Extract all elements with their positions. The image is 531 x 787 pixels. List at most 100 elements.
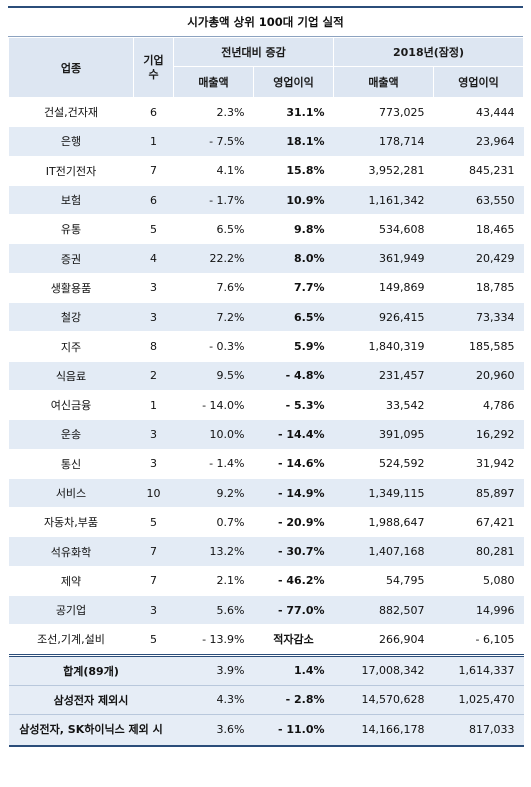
cell-count: 7 bbox=[133, 155, 174, 186]
cell-op: 185,585 bbox=[433, 331, 524, 362]
cell-count: 5 bbox=[133, 624, 174, 656]
cell-count: 5 bbox=[133, 507, 174, 538]
cell-sales: 391,095 bbox=[333, 419, 434, 450]
cell-yoy-op: - 20.9% bbox=[253, 507, 334, 538]
table-row: 지주 8- 0.3% 5.9% 1,840,319 185,585 bbox=[8, 331, 524, 362]
cell-count: 3 bbox=[133, 272, 174, 304]
totals-yoy-op: - 11.0% bbox=[253, 713, 334, 747]
cell-yoy-sales: 9.2% bbox=[173, 477, 254, 509]
cell-yoy-sales: - 1.4% bbox=[173, 448, 254, 479]
cell-yoy-sales: 6.5% bbox=[173, 214, 254, 245]
cell-yoy-sales: - 0.3% bbox=[173, 331, 254, 362]
cell-sector: 통신 bbox=[8, 448, 134, 479]
cell-yoy-sales: 7.2% bbox=[173, 302, 254, 333]
header-count: 기업 수 bbox=[133, 37, 174, 98]
cell-sales: 361,949 bbox=[333, 243, 434, 274]
totals-yoy-sales: 3.9% bbox=[173, 653, 254, 686]
totals-label: 합계(89개) bbox=[8, 653, 174, 686]
cell-yoy-op: 31.1% bbox=[253, 96, 334, 128]
cell-yoy-sales: 13.2% bbox=[173, 536, 254, 567]
cell-sales: 54,795 bbox=[333, 565, 434, 597]
cell-sector: 증권 bbox=[8, 243, 134, 274]
cell-count: 3 bbox=[133, 595, 174, 626]
cell-yoy-op: - 5.3% bbox=[253, 389, 334, 421]
table-row: 운송 3 10.0% - 14.4% 391,095 16,292 bbox=[8, 419, 524, 450]
cell-sales: 1,349,115 bbox=[333, 477, 434, 509]
cell-sector: 건설,건자재 bbox=[8, 96, 134, 128]
cell-sector: 석유화학 bbox=[8, 536, 134, 567]
cell-sales: 534,608 bbox=[333, 214, 434, 245]
cell-op: 67,421 bbox=[433, 507, 524, 538]
cell-yoy-op: 7.7% bbox=[253, 272, 334, 304]
cell-op: 18,465 bbox=[433, 214, 524, 245]
cell-yoy-sales: 7.6% bbox=[173, 272, 254, 304]
cell-sales: 33,542 bbox=[333, 389, 434, 421]
cell-yoy-op: 적자감소 bbox=[253, 624, 334, 656]
header-yoy-op: 영업이익 bbox=[253, 66, 334, 98]
cell-sales: 773,025 bbox=[333, 96, 434, 128]
cell-yoy-sales: 10.0% bbox=[173, 419, 254, 450]
cell-count: 8 bbox=[133, 331, 174, 362]
cell-sector: 생활용품 bbox=[8, 272, 134, 304]
cell-count: 7 bbox=[133, 536, 174, 567]
cell-sector: 은행 bbox=[8, 126, 134, 157]
cell-sector: IT전기전자 bbox=[8, 155, 134, 186]
cell-op: 63,550 bbox=[433, 184, 524, 216]
cell-yoy-op: 6.5% bbox=[253, 302, 334, 333]
table-row: 식음료 2 9.5% - 4.8% 231,457 20,960 bbox=[8, 360, 524, 391]
cell-sector: 서비스 bbox=[8, 477, 134, 509]
table-row: 조선,기계,설비 5- 13.9% 적자감소 266,904- 6,105 bbox=[8, 624, 524, 656]
cell-sector: 철강 bbox=[8, 302, 134, 333]
table-row: 건설,건자재 6 2.3% 31.1% 773,025 43,444 bbox=[8, 96, 524, 128]
totals-op: 1,025,470 bbox=[433, 684, 524, 715]
header-sector: 업종 bbox=[8, 37, 134, 98]
cell-yoy-op: 15.8% bbox=[253, 155, 334, 186]
cell-count: 3 bbox=[133, 448, 174, 479]
totals-sales: 14,166,178 bbox=[333, 713, 434, 747]
cell-yoy-op: - 14.6% bbox=[253, 448, 334, 479]
cell-count: 1 bbox=[133, 389, 174, 421]
cell-yoy-op: - 46.2% bbox=[253, 565, 334, 597]
totals-row: 삼성전자 제외시 4.3% - 2.8% 14,570,628 1,025,470 bbox=[8, 684, 524, 715]
cell-yoy-op: - 4.8% bbox=[253, 360, 334, 391]
cell-sector: 제약 bbox=[8, 565, 134, 597]
cell-yoy-sales: 2.1% bbox=[173, 565, 254, 597]
cell-yoy-sales: 2.3% bbox=[173, 96, 254, 128]
cell-sales: 1,988,647 bbox=[333, 507, 434, 538]
cell-op: 23,964 bbox=[433, 126, 524, 157]
cell-sales: 882,507 bbox=[333, 595, 434, 626]
cell-sector: 공기업 bbox=[8, 595, 134, 626]
cell-op: 85,897 bbox=[433, 477, 524, 509]
cell-yoy-op: 18.1% bbox=[253, 126, 334, 157]
cell-yoy-op: 10.9% bbox=[253, 184, 334, 216]
totals-row: 삼성전자, SK하이닉스 제외 시 3.6% - 11.0% 14,166,178 81… bbox=[8, 713, 524, 747]
totals-yoy-sales: 3.6% bbox=[173, 713, 254, 747]
earnings-table-container: 시가총액 상위 100대 기업 실적 업종 기업 수 전년대비 증감 2018년… bbox=[8, 6, 524, 747]
totals-sales: 14,570,628 bbox=[333, 684, 434, 715]
cell-yoy-op: - 14.9% bbox=[253, 477, 334, 509]
cell-count: 2 bbox=[133, 360, 174, 391]
cell-op: 20,960 bbox=[433, 360, 524, 391]
cell-count: 7 bbox=[133, 565, 174, 597]
cell-yoy-op: 5.9% bbox=[253, 331, 334, 362]
cell-sector: 자동차,부품 bbox=[8, 507, 134, 538]
cell-op: 20,429 bbox=[433, 243, 524, 274]
cell-op: 31,942 bbox=[433, 448, 524, 479]
cell-op: 18,785 bbox=[433, 272, 524, 304]
cell-yoy-sales: - 13.9% bbox=[173, 624, 254, 656]
totals-op: 817,033 bbox=[433, 713, 524, 747]
totals-label: 삼성전자 제외시 bbox=[8, 684, 174, 715]
table-row: 여신금융 1- 14.0% - 5.3% 33,542 4,786 bbox=[8, 389, 524, 421]
table-row: 은행 1- 7.5% 18.1% 178,714 23,964 bbox=[8, 126, 524, 157]
cell-sales: 926,415 bbox=[333, 302, 434, 333]
cell-count: 6 bbox=[133, 184, 174, 216]
cell-yoy-sales: 5.6% bbox=[173, 595, 254, 626]
totals-row: 합계(89개) 3.9% 1.4% 17,008,342 1,614,337 bbox=[8, 653, 524, 686]
cell-sales: 231,457 bbox=[333, 360, 434, 391]
cell-yoy-sales: 22.2% bbox=[173, 243, 254, 274]
cell-sales: 524,592 bbox=[333, 448, 434, 479]
cell-op: 4,786 bbox=[433, 389, 524, 421]
table-row: 통신 3- 1.4% - 14.6% 524,592 31,942 bbox=[8, 448, 524, 479]
totals-yoy-op: - 2.8% bbox=[253, 684, 334, 715]
cell-sales: 266,904 bbox=[333, 624, 434, 656]
